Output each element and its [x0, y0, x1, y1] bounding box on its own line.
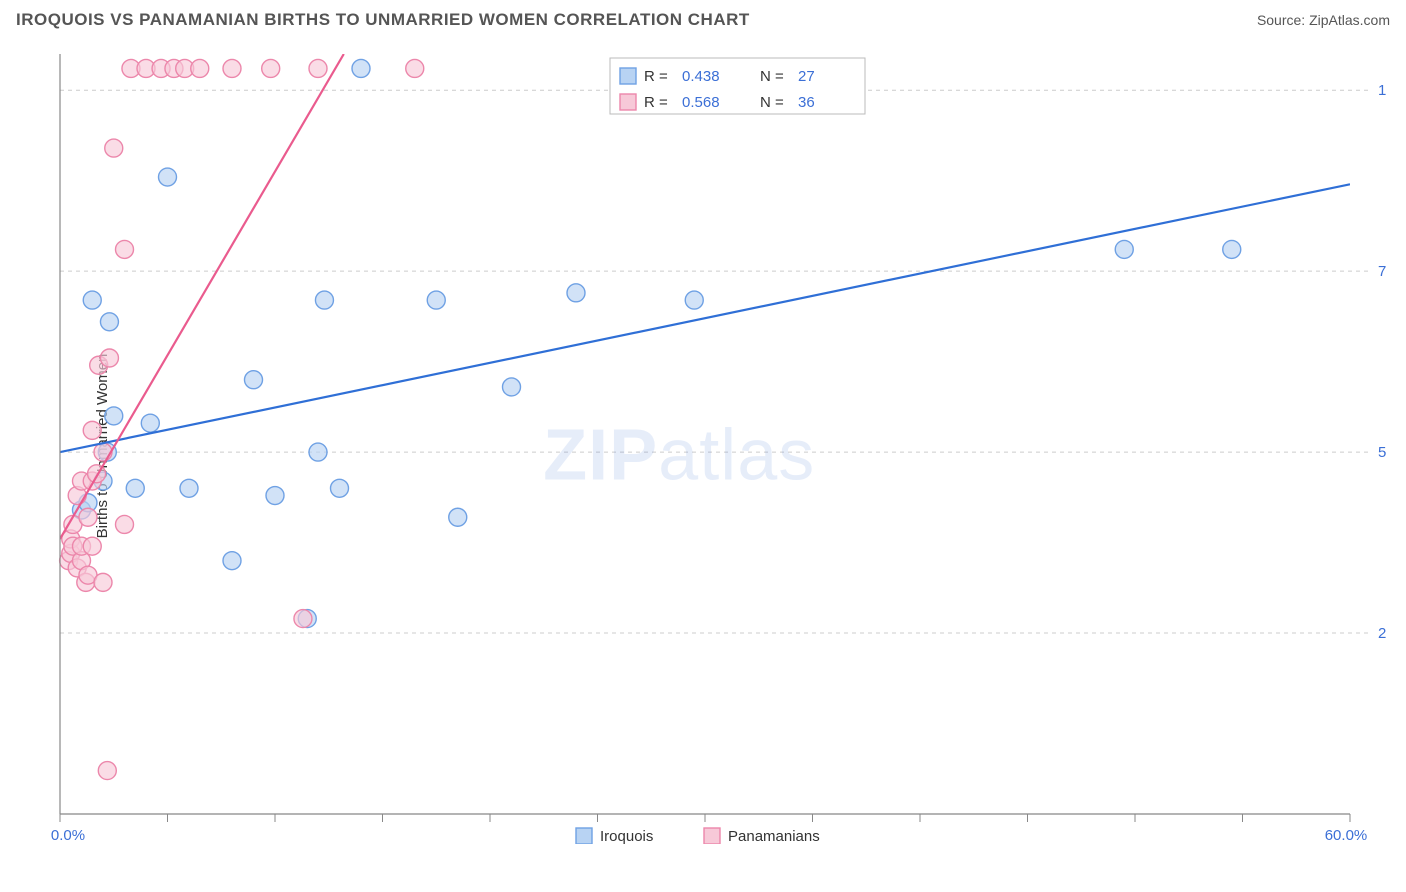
legend-r-label: R = — [644, 94, 668, 111]
data-point — [83, 537, 101, 555]
svg-text:ZIPatlas: ZIPatlas — [543, 416, 815, 496]
legend-n-label: N = — [760, 94, 784, 111]
data-point — [309, 59, 327, 77]
data-point — [159, 168, 177, 186]
legend-n-value: 36 — [798, 94, 815, 111]
data-point — [406, 59, 424, 77]
trendline-iroquois — [60, 184, 1350, 452]
data-point — [141, 414, 159, 432]
scatter-chart: 25.0% 50.0% 75.0% 100.0% ZIPatlas 0.0% 60.0% R … — [50, 44, 1386, 844]
x-tick-label: 0.0% — [51, 827, 85, 844]
series-legend: Iroquois Panamanians — [576, 828, 820, 844]
chart-area: 25.0% 50.0% 75.0% 100.0% ZIPatlas 0.0% 60.0% R … — [50, 44, 1386, 844]
data-point — [105, 139, 123, 157]
series-iroquois — [73, 59, 1241, 627]
legend-n-label: N = — [760, 68, 784, 85]
data-point — [1115, 240, 1133, 258]
y-tick-label: 100.0% — [1378, 82, 1386, 99]
data-point — [105, 407, 123, 425]
legend-n-value: 27 — [798, 68, 815, 85]
data-point — [94, 573, 112, 591]
y-tick-label: 75.0% — [1378, 263, 1386, 280]
data-point — [315, 291, 333, 309]
data-point — [331, 479, 349, 497]
y-tick-label: 50.0% — [1378, 444, 1386, 461]
data-point — [294, 610, 312, 628]
correlation-legend: R = 0.438 N = 27 R = 0.568 N = 36 — [610, 58, 865, 114]
data-point — [685, 291, 703, 309]
data-point — [94, 443, 112, 461]
legend-label: Panamanians — [728, 828, 820, 844]
legend-r-value: 0.568 — [682, 94, 720, 111]
data-point — [223, 59, 241, 77]
trendline-panamanians — [60, 54, 344, 539]
data-point — [245, 371, 263, 389]
data-point — [83, 291, 101, 309]
data-point — [79, 508, 97, 526]
data-point — [116, 240, 134, 258]
data-point — [191, 59, 209, 77]
data-point — [223, 552, 241, 570]
data-point — [449, 508, 467, 526]
chart-title: IROQUOIS VS PANAMANIAN BIRTHS TO UNMARRI… — [16, 10, 750, 30]
data-point — [567, 284, 585, 302]
x-tick-label: 60.0% — [1325, 827, 1368, 844]
legend-swatch — [620, 68, 636, 84]
legend-swatch — [704, 828, 720, 844]
data-point — [126, 479, 144, 497]
data-point — [83, 421, 101, 439]
legend-swatch — [620, 94, 636, 110]
y-tick-label: 25.0% — [1378, 625, 1386, 642]
data-point — [180, 479, 198, 497]
data-point — [262, 59, 280, 77]
source-label: Source: ZipAtlas.com — [1257, 12, 1390, 28]
data-point — [266, 487, 284, 505]
data-point — [1223, 240, 1241, 258]
data-point — [503, 378, 521, 396]
data-point — [100, 313, 118, 331]
data-point — [100, 349, 118, 367]
legend-swatch — [576, 828, 592, 844]
data-point — [116, 515, 134, 533]
data-point — [352, 59, 370, 77]
legend-r-label: R = — [644, 68, 668, 85]
data-point — [427, 291, 445, 309]
legend-label: Iroquois — [600, 828, 653, 844]
legend-r-value: 0.438 — [682, 68, 720, 85]
chart-header: IROQUOIS VS PANAMANIAN BIRTHS TO UNMARRI… — [0, 0, 1406, 36]
watermark: ZIPatlas — [543, 416, 815, 496]
data-point — [98, 762, 116, 780]
data-point — [309, 443, 327, 461]
